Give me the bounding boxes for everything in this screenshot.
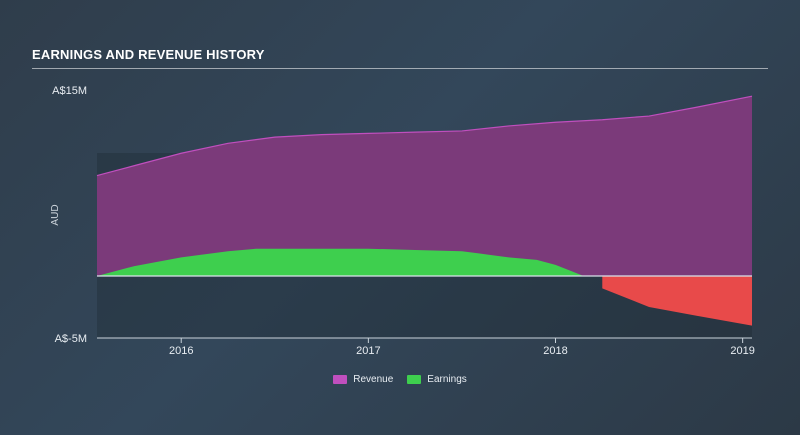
- x-axis-ticks: 2016 2017 2018 2019: [169, 338, 755, 357]
- y-axis-ticks: A$15M A$-5M: [52, 85, 87, 345]
- chart-areas: [96, 95, 753, 326]
- earnings-swatch: [407, 375, 422, 384]
- x-tick-label: 2016: [169, 345, 193, 357]
- legend-label-revenue: Revenue: [353, 374, 394, 385]
- legend-label-earnings: Earnings: [427, 374, 467, 385]
- y-axis-label: AUD: [50, 204, 61, 225]
- x-tick-label: 2018: [543, 345, 567, 357]
- y-tick-label: A$-5M: [55, 333, 87, 345]
- legend-item-earnings[interactable]: Earnings: [407, 374, 467, 385]
- legend: Revenue Earnings: [0, 374, 800, 385]
- title-divider: [32, 68, 768, 69]
- revenue-swatch: [333, 375, 348, 384]
- y-tick-label: A$15M: [52, 85, 87, 97]
- x-tick-label: 2017: [356, 345, 380, 357]
- earnings-negative-area: [602, 276, 752, 326]
- chart-title: EARNINGS AND REVENUE HISTORY: [32, 47, 265, 62]
- earnings-positive-area: [97, 248, 603, 276]
- revenue-line: [96, 95, 753, 177]
- revenue-area: [97, 96, 752, 276]
- x-tick-label: 2019: [730, 345, 754, 357]
- legend-item-revenue[interactable]: Revenue: [333, 374, 393, 385]
